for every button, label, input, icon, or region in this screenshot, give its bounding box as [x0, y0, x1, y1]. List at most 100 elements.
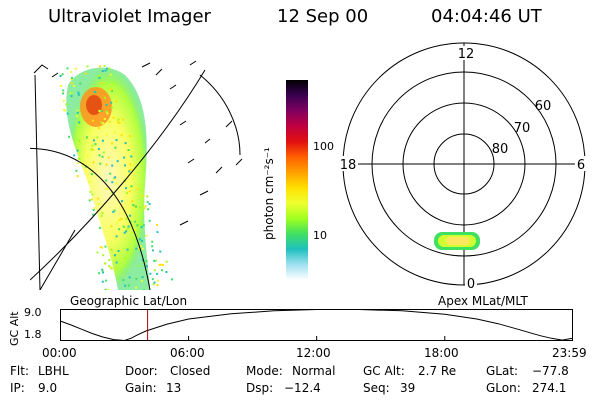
speckle — [102, 254, 105, 257]
speckle — [100, 121, 103, 124]
speckle — [106, 112, 109, 115]
mlt-label-12: 12 — [458, 47, 475, 62]
speckle — [124, 256, 127, 259]
speckle — [120, 134, 123, 137]
speckle — [118, 117, 121, 120]
speckle — [84, 72, 87, 75]
speckle — [145, 234, 148, 237]
speckle — [131, 200, 134, 203]
speckle — [91, 144, 94, 147]
speckle — [158, 264, 161, 266]
xtick-1800: 18:00 — [424, 346, 459, 360]
speckle — [159, 263, 162, 266]
speckle — [151, 240, 154, 243]
speckle — [151, 245, 154, 248]
label-bg-top — [457, 46, 475, 60]
speckle — [114, 176, 117, 179]
speckle — [97, 197, 100, 200]
colorbar-tick-100: 100 — [313, 140, 334, 153]
speckle — [141, 239, 144, 242]
speckle-noise — [59, 65, 173, 290]
speckle — [129, 214, 132, 217]
label-bg-left — [338, 156, 358, 171]
speckle — [141, 247, 144, 250]
speckle — [103, 151, 105, 154]
speckle — [129, 169, 132, 171]
speckle — [161, 264, 164, 266]
speckle — [115, 235, 118, 238]
speckle — [112, 116, 115, 119]
coastline-fragments — [33, 60, 243, 226]
speckle — [128, 276, 131, 279]
speckle — [101, 280, 104, 283]
speckle — [142, 194, 145, 197]
speckle — [109, 172, 112, 175]
speckle — [135, 277, 138, 280]
date-label: 12 Sep 00 — [277, 6, 369, 27]
xtick-2359: 23:59 — [552, 346, 587, 360]
dsp-value: −12.4 — [284, 381, 321, 395]
speckle — [140, 226, 143, 229]
speckle — [118, 228, 121, 231]
speckle — [114, 254, 117, 257]
speckle — [128, 190, 131, 193]
speckle — [156, 223, 159, 226]
speckle — [120, 217, 123, 220]
altitude-series-line — [60, 309, 573, 341]
speckle — [111, 191, 113, 194]
mlt-label-0: 0 — [467, 277, 475, 292]
speckle — [88, 128, 91, 131]
speckle — [144, 205, 147, 208]
geographic-panel-label: Geographic Lat/Lon — [70, 294, 188, 308]
speckle — [135, 205, 137, 208]
speckle — [92, 213, 95, 216]
speckle — [152, 283, 155, 286]
speckle — [128, 135, 131, 138]
speckle — [115, 182, 118, 185]
altitude-axis-label: GC Alt — [8, 311, 21, 346]
speckle — [104, 245, 107, 248]
speckle — [111, 164, 114, 167]
time-label: 04:04:46 UT — [431, 6, 542, 27]
glat-value: −77.8 — [532, 364, 569, 378]
speckle — [145, 265, 148, 268]
speckle — [62, 89, 65, 92]
lat-label-60: 60 — [535, 99, 552, 114]
speckle — [98, 154, 101, 157]
grid-line-left — [34, 74, 41, 290]
speckle — [124, 164, 126, 167]
gc-alt-value: 2.7 Re — [418, 364, 457, 378]
speckle — [129, 163, 132, 166]
colorbar-gradient — [286, 80, 308, 280]
speckle — [116, 221, 119, 224]
speckle — [111, 106, 114, 109]
speckle — [76, 175, 79, 178]
speckle — [121, 200, 123, 203]
speckle — [124, 284, 127, 287]
speckle — [127, 225, 130, 228]
speckle — [98, 109, 101, 112]
speckle — [110, 101, 113, 104]
longitude-line — [30, 147, 151, 290]
speckle — [134, 220, 137, 223]
speckle — [97, 148, 100, 151]
speckle — [92, 209, 95, 211]
polar-plot: 12 18 6 0 60 70 80 — [338, 42, 589, 292]
speckle — [124, 142, 127, 145]
altitude-ytick-max: 9.0 — [24, 306, 42, 319]
speckle — [156, 272, 159, 275]
speckle — [123, 156, 126, 159]
oval-core — [446, 237, 470, 245]
colorbar-unit-label: photon cm⁻²s⁻¹ — [262, 147, 276, 240]
speckle — [114, 146, 117, 149]
label-bg-bottom — [465, 276, 477, 290]
speckle — [78, 139, 81, 142]
speckle — [153, 281, 156, 284]
speckle — [91, 193, 94, 196]
speckle — [133, 186, 136, 189]
speckle — [59, 85, 62, 88]
speckle — [117, 250, 120, 252]
speckle — [113, 131, 116, 134]
speckle — [66, 67, 69, 70]
speckle — [77, 93, 80, 96]
